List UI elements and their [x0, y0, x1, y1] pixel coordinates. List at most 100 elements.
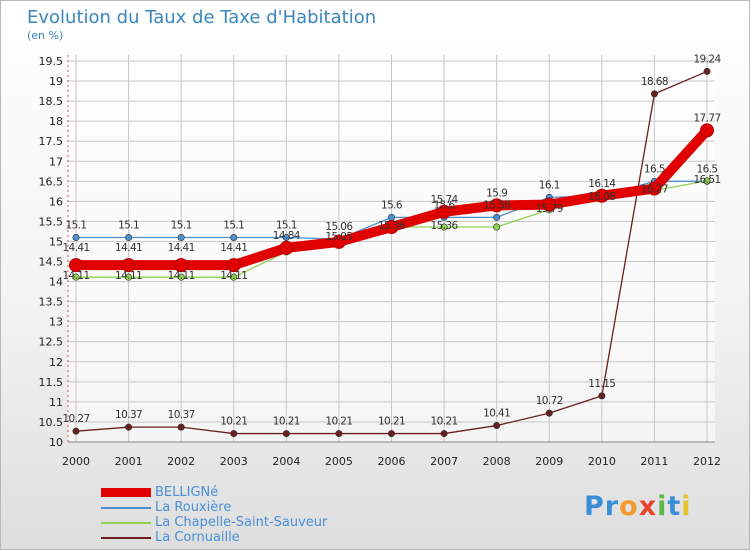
logo-letter: t — [667, 491, 682, 522]
logo-letter: i — [681, 491, 692, 522]
logo-letter: x — [638, 491, 658, 522]
y-tick-label: 11.5 — [39, 376, 64, 389]
series-point-2 — [440, 223, 448, 231]
series-point-0 — [69, 258, 83, 273]
series-point-2 — [72, 273, 80, 281]
x-tick-label: 2006 — [378, 455, 406, 468]
series-point-0 — [489, 198, 504, 213]
data-label: 10.21 — [273, 416, 300, 428]
axis-layer: 10 10.5 11 11.5 12 12.5 13 13.5 14 14.5 15 15.5 16 16… — [39, 55, 721, 468]
logo-letter: o — [619, 491, 639, 522]
x-tick-label: 2003 — [220, 455, 248, 468]
x-tick-label: 2012 — [693, 455, 721, 468]
data-label: 18.68 — [641, 76, 668, 88]
series-layer — [69, 67, 714, 438]
series-point-3 — [230, 430, 238, 438]
series-point-0 — [647, 181, 662, 196]
data-label: 16.27 — [641, 184, 668, 196]
series-point-2 — [493, 223, 501, 231]
data-label: 14.41 — [115, 242, 142, 254]
data-label: 15.36 — [431, 220, 459, 232]
x-tick-label: 2000 — [62, 455, 90, 468]
data-label: 15.05 — [325, 231, 352, 243]
x-tick-label: 2002 — [167, 455, 195, 468]
y-tick-label: 17.5 — [39, 135, 64, 148]
data-label: 15.06 — [325, 221, 353, 233]
data-label-layer: 14.41 14.41 14.41 14.4114.8415.7415.916.141… — [62, 53, 722, 428]
data-label: 19.24 — [693, 53, 721, 65]
x-tick-label: 2001 — [115, 455, 143, 468]
series-point-2 — [125, 273, 133, 281]
series-point-1 — [230, 233, 238, 241]
series-point-0 — [226, 258, 241, 273]
series-point-0 — [279, 240, 294, 255]
series-point-2 — [177, 273, 185, 281]
legend-swatch — [101, 506, 151, 509]
data-label: 10.27 — [62, 413, 89, 425]
data-label: 17.77 — [693, 112, 720, 124]
data-label: 15.79 — [536, 203, 563, 215]
series-point-0 — [384, 220, 399, 235]
data-label: 10.21 — [325, 416, 352, 428]
series-point-3 — [545, 409, 553, 417]
data-label: 15.9 — [486, 187, 507, 199]
series-point-0 — [174, 258, 189, 273]
data-label: 11.15 — [588, 378, 615, 390]
data-label: 14.41 — [62, 242, 89, 254]
data-label: 14.11 — [168, 270, 195, 282]
series-point-2 — [703, 177, 711, 185]
legend-item: La Rouxière — [101, 500, 327, 515]
data-label: 14.11 — [115, 270, 142, 282]
y-tick-label: 15.5 — [39, 215, 64, 228]
data-label: 15.58 — [483, 199, 510, 211]
data-label: 10.41 — [483, 408, 510, 420]
grid-layer — [68, 55, 715, 443]
x-tick-label: 2007 — [430, 455, 458, 468]
legend-label: La Rouxière — [155, 500, 232, 515]
series-point-3 — [282, 430, 290, 438]
data-label: 15.6 — [381, 199, 403, 211]
data-label: 14.84 — [273, 230, 301, 242]
data-label: 15.1 — [276, 219, 297, 231]
legend-item: La Cornuaille — [101, 530, 327, 545]
x-tick-label: 2011 — [640, 455, 668, 468]
data-label: 15.1 — [171, 219, 192, 231]
legend-label: La Chapelle-Saint-Sauveur — [155, 515, 328, 530]
data-label: 10.21 — [431, 416, 458, 428]
series-point-1 — [493, 213, 501, 221]
data-label: 14.41 — [168, 242, 195, 254]
unit-label: (en %) — [27, 29, 64, 42]
data-label: 16.5 — [697, 163, 718, 175]
y-tick-label: 14.5 — [39, 256, 64, 269]
y-tick-label: 13.5 — [39, 296, 64, 309]
series-point-3 — [493, 422, 501, 430]
series-point-3 — [440, 430, 448, 438]
series-point-3 — [598, 392, 606, 400]
series-point-0 — [121, 258, 136, 273]
data-label: 16.14 — [588, 178, 616, 190]
data-label: 10.37 — [115, 409, 142, 421]
data-label: 15.1 — [223, 219, 244, 231]
data-label: 15.1 — [66, 219, 87, 231]
data-label: 14.41 — [220, 242, 247, 254]
series-point-0 — [331, 234, 346, 249]
logo-letter: P — [584, 491, 605, 522]
y-tick-label: 18 — [49, 115, 63, 128]
data-label: 16.5 — [644, 163, 665, 175]
y-tick-label: 12.5 — [39, 336, 64, 349]
legend-label: BELLIGNé — [155, 485, 219, 500]
y-tick-label: 10 — [49, 436, 63, 449]
series-point-1 — [177, 233, 185, 241]
data-label: 14.11 — [62, 270, 89, 282]
series-point-1 — [125, 233, 133, 241]
legend-label: La Cornuaille — [155, 530, 240, 545]
series-point-1 — [282, 233, 290, 241]
series-point-0 — [437, 204, 452, 219]
data-label: 10.21 — [220, 416, 247, 428]
data-label: 15.36 — [378, 220, 406, 232]
y-tick-label: 13 — [49, 316, 63, 329]
series-point-3 — [650, 90, 658, 98]
x-tick-label: 2008 — [483, 455, 511, 468]
y-tick-label: 16.5 — [39, 175, 64, 188]
